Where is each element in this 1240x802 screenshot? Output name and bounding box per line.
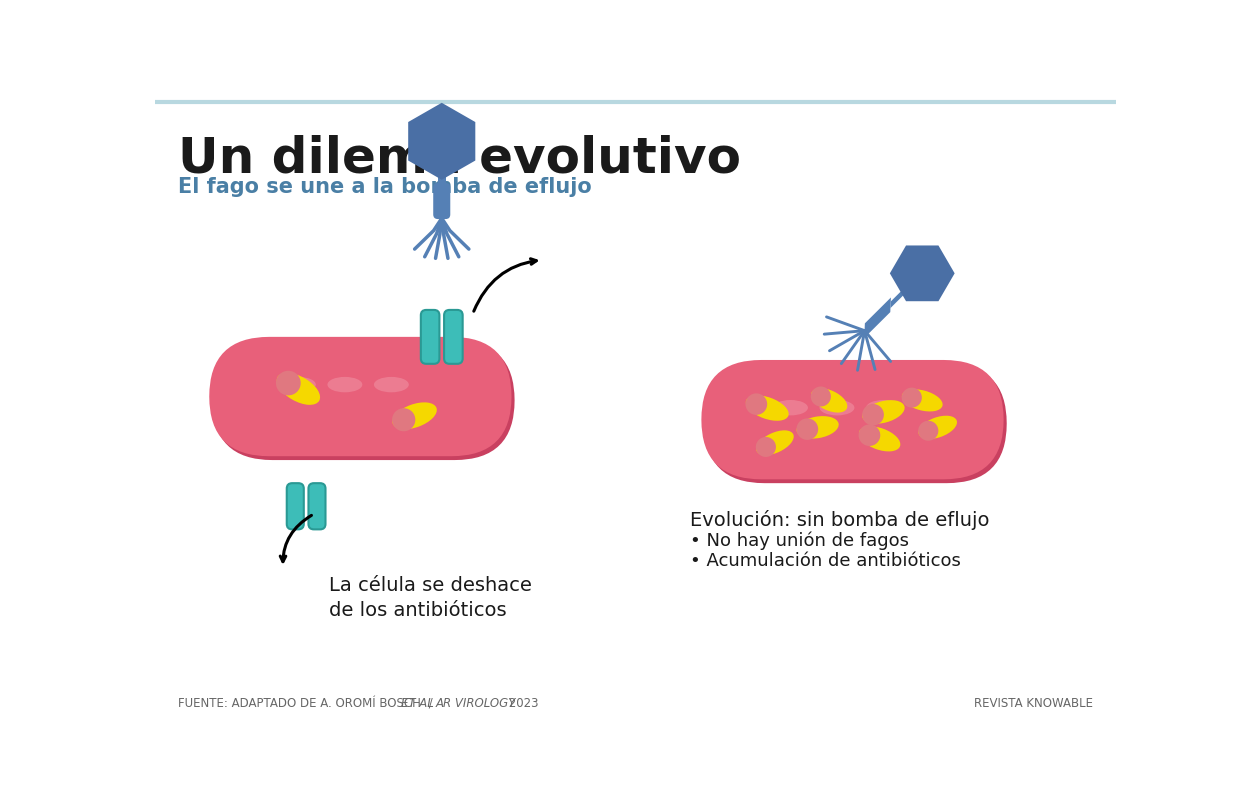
Ellipse shape — [327, 377, 362, 392]
Text: La célula se deshace
de los antibióticos: La célula se deshace de los antibióticos — [330, 576, 532, 620]
Ellipse shape — [811, 388, 847, 412]
Ellipse shape — [392, 408, 415, 431]
Text: AR VIROLOGY: AR VIROLOGY — [435, 697, 516, 710]
Ellipse shape — [745, 395, 789, 421]
Ellipse shape — [773, 400, 808, 415]
Text: El fago se une a la bomba de eflujo: El fago se une a la bomba de eflujo — [179, 177, 591, 197]
Text: • Acumulación de antibióticos: • Acumulación de antibióticos — [689, 552, 961, 569]
FancyBboxPatch shape — [713, 369, 992, 470]
Text: Un dilema evolutivo: Un dilema evolutivo — [179, 135, 742, 183]
Text: FUENTE: ADAPTADO DE A. OROMÍ BOSCH: FUENTE: ADAPTADO DE A. OROMÍ BOSCH — [179, 697, 425, 710]
Text: REVISTA KNOWABLE: REVISTA KNOWABLE — [973, 697, 1092, 710]
Ellipse shape — [811, 387, 831, 407]
Ellipse shape — [858, 424, 880, 446]
Ellipse shape — [756, 431, 794, 456]
FancyBboxPatch shape — [210, 337, 511, 456]
Ellipse shape — [866, 400, 901, 415]
FancyBboxPatch shape — [286, 483, 304, 529]
Ellipse shape — [277, 371, 301, 395]
Ellipse shape — [796, 416, 838, 439]
FancyBboxPatch shape — [444, 310, 463, 364]
Ellipse shape — [756, 437, 776, 457]
FancyBboxPatch shape — [309, 483, 325, 529]
FancyBboxPatch shape — [212, 341, 515, 460]
Text: • No hay unión de fagos: • No hay unión de fagos — [689, 532, 909, 550]
Ellipse shape — [281, 377, 316, 392]
Polygon shape — [408, 103, 475, 180]
Ellipse shape — [919, 415, 957, 439]
Ellipse shape — [745, 393, 768, 415]
Ellipse shape — [862, 400, 905, 423]
Polygon shape — [864, 298, 890, 338]
Ellipse shape — [374, 377, 409, 392]
FancyBboxPatch shape — [704, 364, 1007, 483]
Ellipse shape — [392, 403, 436, 429]
Text: ET AL: ET AL — [401, 697, 434, 710]
Text: /: / — [424, 697, 436, 710]
Text: 2023: 2023 — [506, 697, 539, 710]
FancyBboxPatch shape — [702, 360, 1003, 480]
Ellipse shape — [796, 419, 818, 440]
Ellipse shape — [901, 387, 921, 407]
Ellipse shape — [277, 373, 320, 405]
FancyBboxPatch shape — [433, 183, 450, 219]
FancyBboxPatch shape — [221, 346, 500, 447]
Polygon shape — [890, 286, 906, 308]
Ellipse shape — [820, 400, 854, 415]
Ellipse shape — [901, 389, 942, 411]
Polygon shape — [890, 245, 955, 302]
Ellipse shape — [862, 404, 884, 426]
Text: Evolución: sin bomba de eflujo: Evolución: sin bomba de eflujo — [689, 510, 990, 530]
Bar — [438, 164, 445, 184]
Ellipse shape — [918, 421, 939, 441]
FancyBboxPatch shape — [420, 310, 439, 364]
Ellipse shape — [859, 427, 900, 452]
